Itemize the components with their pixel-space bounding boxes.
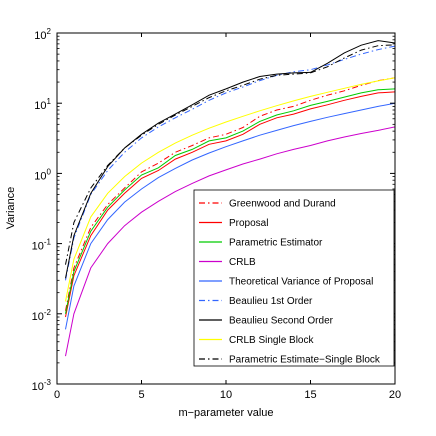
legend-label: CRLB	[229, 257, 256, 268]
y-tick-label: 102	[34, 27, 51, 42]
x-tick-label: 10	[220, 389, 232, 401]
legend-label: Greenwood and Durand	[229, 199, 336, 210]
y-tick-label: 10-1	[32, 238, 52, 253]
legend: Greenwood and Durand Proposal Parametric E…	[193, 189, 395, 367]
x-tick-labels: 0 5 10 15 20	[54, 389, 401, 401]
legend-label: Parametric Estimator	[229, 238, 323, 249]
legend-label: Proposal	[229, 218, 268, 229]
series-line-3	[65, 126, 396, 357]
legend-label: Beaulieu Second Order	[229, 316, 334, 327]
series-line-1	[65, 91, 396, 318]
series-line-4	[65, 102, 396, 330]
series-line-6	[65, 40, 396, 279]
legend-label: Theoretical Variance of Proposal	[229, 277, 373, 288]
x-tick-label: 15	[304, 389, 316, 401]
series-line-0	[65, 77, 396, 311]
series-lines	[65, 40, 396, 357]
x-tick-label: 20	[389, 389, 401, 401]
series-line-2	[65, 88, 396, 314]
x-axis-label: m−parameter value	[178, 407, 273, 419]
x-tick-label: 0	[54, 389, 60, 401]
legend-label: CRLB Single Block	[229, 335, 314, 346]
y-tick-label: 10-3	[32, 378, 52, 393]
series-line-7	[65, 77, 396, 302]
y-tick-label: 101	[34, 97, 51, 112]
y-axis-label: Variance	[5, 187, 17, 230]
legend-label: Parametric Estimate−Single Block	[229, 355, 381, 366]
legend-label: Beaulieu 1st Order	[229, 296, 313, 307]
y-tick-label: 100	[34, 167, 51, 182]
y-tick-label: 10-2	[32, 308, 52, 323]
series-line-8	[65, 44, 396, 265]
x-tick-label: 5	[138, 389, 144, 401]
y-tick-labels: 10-3 10-2 10-1 100 101 102	[32, 27, 52, 393]
legend-box	[193, 189, 395, 367]
